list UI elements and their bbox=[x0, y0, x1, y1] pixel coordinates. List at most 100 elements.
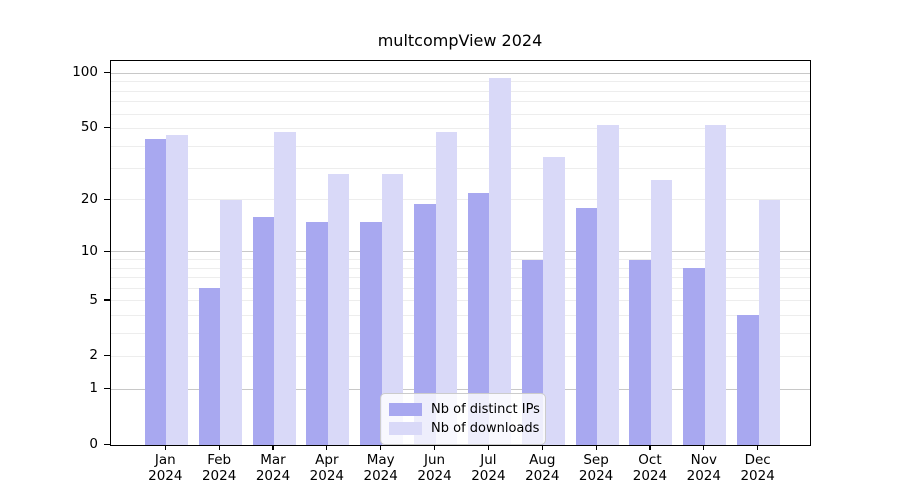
bar-ips-jun bbox=[414, 203, 436, 445]
gridline-minor-9 bbox=[111, 259, 810, 261]
x-tick-year: 2024 bbox=[309, 468, 345, 484]
gridline-major-10 bbox=[111, 251, 810, 253]
bar-downloads-jun bbox=[435, 131, 458, 445]
x-tick-label-sep: Sep 2024 bbox=[564, 452, 628, 484]
x-tick-month: Sep bbox=[583, 452, 609, 468]
gridline-minor-4 bbox=[111, 314, 810, 316]
x-tick-label-nov: Nov 2024 bbox=[672, 452, 736, 484]
bar-ips-jul bbox=[467, 192, 490, 445]
gridline-major-100 bbox=[111, 72, 810, 74]
x-tick-month: Jun bbox=[424, 452, 446, 468]
x-tick-year: 2024 bbox=[632, 468, 668, 484]
x-tick-year: 2024 bbox=[525, 468, 560, 484]
x-tick-mark-mar bbox=[272, 445, 274, 450]
x-tick-year: 2024 bbox=[686, 468, 721, 484]
y-tick-label-2: 2 bbox=[89, 347, 98, 364]
x-tick-year: 2024 bbox=[578, 468, 614, 484]
x-tick-month: Mar bbox=[260, 452, 286, 468]
x-tick-year: 2024 bbox=[148, 468, 183, 484]
x-tick-label-mar: Mar 2024 bbox=[241, 452, 305, 484]
legend-item-downloads: Nb of downloads bbox=[389, 419, 539, 438]
x-tick-label-dec: Dec 2024 bbox=[726, 452, 790, 484]
x-tick-label-aug: Aug 2024 bbox=[510, 452, 574, 484]
y-tick-mark-0 bbox=[104, 443, 110, 445]
x-tick-mark-may bbox=[380, 445, 382, 450]
bar-downloads-dec bbox=[758, 199, 781, 445]
bar-downloads-jan bbox=[166, 135, 188, 445]
x-tick-mark-aug bbox=[541, 445, 543, 450]
y-tick-label-50: 50 bbox=[80, 119, 98, 136]
bar-ips-jan bbox=[144, 138, 167, 445]
x-tick-month: May bbox=[366, 452, 395, 468]
x-tick-mark-apr bbox=[326, 445, 328, 450]
x-tick-year: 2024 bbox=[740, 468, 775, 484]
x-tick-month: Aug bbox=[529, 452, 556, 468]
gridline-minor-8 bbox=[111, 267, 810, 269]
legend-label-downloads: Nb of downloads bbox=[431, 421, 540, 436]
x-tick-month: Dec bbox=[744, 452, 771, 468]
y-tick-label-5: 5 bbox=[89, 291, 98, 308]
y-tick-label-100: 100 bbox=[72, 64, 98, 81]
gridline-minor-7 bbox=[111, 277, 810, 279]
y-tick-mark-5 bbox=[104, 299, 110, 301]
y-tick-mark-20 bbox=[104, 198, 110, 200]
y-tick-label-20: 20 bbox=[80, 190, 98, 207]
bar-downloads-mar bbox=[274, 131, 296, 445]
gridline-minor-30 bbox=[111, 168, 810, 170]
x-tick-label-jun: Jun 2024 bbox=[403, 452, 467, 484]
x-tick-month: Feb bbox=[207, 452, 232, 468]
x-tick-label-apr: Apr 2024 bbox=[295, 452, 359, 484]
bar-downloads-jul bbox=[489, 77, 511, 445]
y-tick-mark-50 bbox=[104, 127, 110, 129]
plot-area: Nb of distinct IPs Nb of downloads bbox=[110, 60, 811, 446]
x-tick-month: Jan bbox=[154, 452, 176, 468]
bar-ips-mar bbox=[252, 216, 274, 445]
gridline-minor-6 bbox=[111, 287, 810, 289]
x-tick-mark-jul bbox=[487, 445, 489, 450]
x-tick-label-oct: Oct 2024 bbox=[618, 452, 682, 484]
bar-ips-dec bbox=[737, 315, 759, 445]
bar-downloads-oct bbox=[650, 179, 673, 445]
x-tick-year: 2024 bbox=[363, 468, 398, 484]
bar-downloads-feb bbox=[220, 199, 242, 445]
y-tick-label-1: 1 bbox=[89, 379, 98, 396]
x-tick-mark-jun bbox=[433, 445, 436, 450]
gridline-minor-5 bbox=[111, 300, 810, 302]
y-tick-mark-1 bbox=[104, 387, 110, 390]
x-tick-mark-jan bbox=[164, 445, 166, 450]
legend-item-distinct-ips: Nb of distinct IPs bbox=[389, 400, 540, 419]
bar-downloads-sep bbox=[597, 125, 619, 445]
gridline-minor-70 bbox=[111, 101, 810, 103]
x-tick-label-may: May 2024 bbox=[349, 452, 413, 484]
x-tick-mark-sep bbox=[595, 445, 597, 450]
bar-downloads-apr bbox=[327, 173, 350, 445]
x-tick-label-feb: Feb 2024 bbox=[187, 452, 251, 484]
legend-label-ips: Nb of distinct IPs bbox=[431, 402, 540, 417]
x-tick-year: 2024 bbox=[201, 468, 237, 484]
x-tick-mark-feb bbox=[218, 445, 220, 450]
gridline-minor-50 bbox=[111, 127, 810, 129]
x-tick-year: 2024 bbox=[471, 468, 506, 484]
x-tick-label-jan: Jan 2024 bbox=[133, 452, 197, 484]
gridline-minor-60 bbox=[111, 113, 810, 115]
bar-ips-apr bbox=[306, 221, 328, 445]
bar-downloads-may bbox=[381, 173, 404, 445]
bar-ips-may bbox=[360, 221, 382, 445]
gridline-minor-80 bbox=[111, 90, 810, 92]
gridline-minor-40 bbox=[111, 145, 810, 147]
x-tick-month: Nov bbox=[690, 452, 717, 468]
x-tick-month: Oct bbox=[638, 452, 662, 468]
y-tick-mark-10 bbox=[104, 250, 110, 252]
y-tick-mark-2 bbox=[104, 355, 110, 357]
legend: Nb of distinct IPs Nb of downloads bbox=[380, 393, 546, 445]
x-tick-year: 2024 bbox=[417, 468, 452, 484]
y-tick-label-10: 10 bbox=[80, 242, 98, 259]
x-tick-mark-dec bbox=[757, 445, 759, 450]
bar-downloads-aug bbox=[543, 156, 565, 445]
legend-swatch-ips bbox=[389, 403, 422, 416]
bar-downloads-nov bbox=[704, 125, 727, 445]
y-tick-label-0: 0 bbox=[89, 435, 98, 452]
chart-title: multcompView 2024 bbox=[377, 31, 543, 50]
gridline-minor-3 bbox=[111, 332, 810, 334]
gridline-minor-90 bbox=[111, 81, 810, 83]
